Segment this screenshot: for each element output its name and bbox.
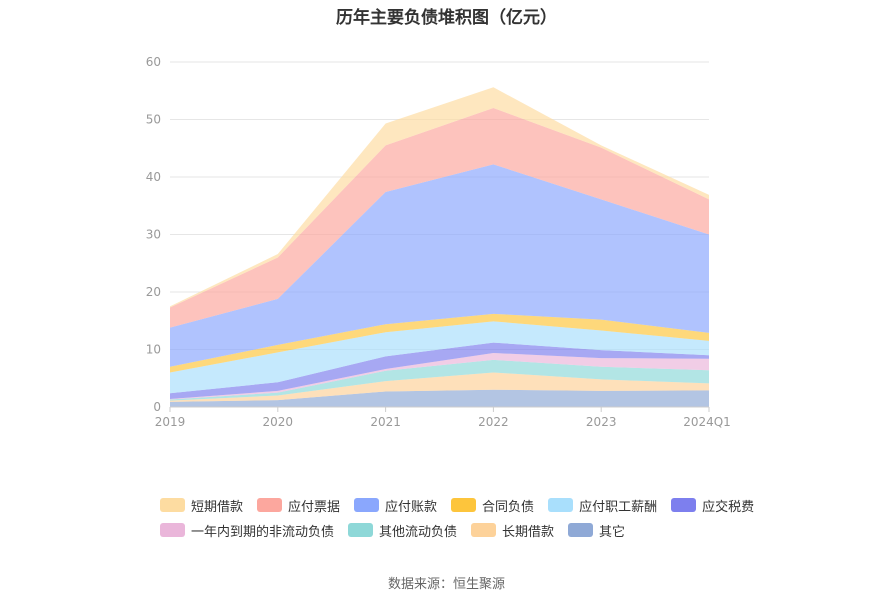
legend-item[interactable]: 短期借款 (160, 496, 244, 515)
legend-item[interactable]: 应付职工薪酬 (548, 496, 658, 515)
legend-swatch (354, 498, 380, 512)
y-tick-label: 0 (153, 400, 161, 414)
area-应付职工薪酬 (170, 321, 709, 394)
legend-item[interactable]: 应交税费 (671, 496, 755, 515)
legend-swatch (548, 498, 574, 512)
area-应付票据 (170, 108, 709, 328)
legend-label: 其他流动负债 (379, 524, 458, 540)
y-tick-label: 50 (146, 113, 161, 127)
legend-item[interactable]: 应付账款 (354, 496, 438, 515)
y-tick-label: 20 (146, 285, 161, 299)
legend-item[interactable]: 合同负债 (451, 496, 535, 515)
legend-item[interactable]: 其它 (568, 521, 626, 540)
legend-swatch (257, 498, 283, 512)
legend-swatch (471, 523, 497, 537)
x-tick-label: 2023 (586, 415, 617, 429)
x-tick-label: 2020 (263, 415, 294, 429)
x-tick-label: 2021 (370, 415, 401, 429)
legend-swatch (348, 523, 374, 537)
legend-swatch (451, 498, 477, 512)
area-合同负债 (170, 313, 709, 373)
area-应交税费 (170, 342, 709, 399)
legend-swatch (671, 498, 697, 512)
legend-label: 合同负债 (482, 499, 535, 515)
y-tick-label: 40 (146, 170, 161, 184)
y-tick-label: 10 (146, 343, 161, 357)
area-一年内到期的非流动负债 (170, 352, 709, 400)
legend-label: 一年内到期的非流动负债 (191, 524, 335, 540)
legend-item[interactable]: 应付票据 (257, 496, 341, 515)
legend-label: 长期借款 (502, 524, 555, 540)
legend-swatch (160, 498, 185, 512)
chart-legend: 短期借款 应付票据 应付账款 合同负债 应付职工薪酬 应交税费一年内到期的非流动负债 其他流… (160, 496, 760, 540)
x-tick-label: 2024Q1 (683, 415, 731, 429)
legend-item[interactable]: 其他流动负债 (348, 521, 458, 540)
area-其他流动负债 (170, 359, 709, 401)
chart-title: 历年主要负债堆积图（亿元） (336, 8, 557, 28)
legend-label: 应付账款 (385, 499, 438, 515)
legend-item[interactable]: 长期借款 (471, 521, 555, 540)
x-tick-label: 2019 (155, 415, 186, 429)
legend-label: 应付职工薪酬 (579, 499, 658, 515)
legend-item[interactable]: 一年内到期的非流动负债 (160, 521, 335, 540)
area-长期借款 (170, 372, 709, 402)
y-tick-label: 60 (146, 55, 161, 69)
legend-label: 短期借款 (191, 499, 244, 515)
data-source: 数据来源：恒生聚源 (387, 577, 505, 592)
y-tick-label: 30 (146, 228, 161, 242)
area-其它 (170, 389, 709, 407)
legend-label: 应付票据 (288, 499, 341, 515)
legend-swatch (160, 523, 185, 537)
legend-label: 应交税费 (702, 499, 755, 515)
area-应付账款 (170, 164, 709, 367)
x-tick-label: 2022 (478, 415, 509, 429)
legend-swatch (568, 523, 594, 537)
legend-label: 其它 (599, 524, 626, 540)
